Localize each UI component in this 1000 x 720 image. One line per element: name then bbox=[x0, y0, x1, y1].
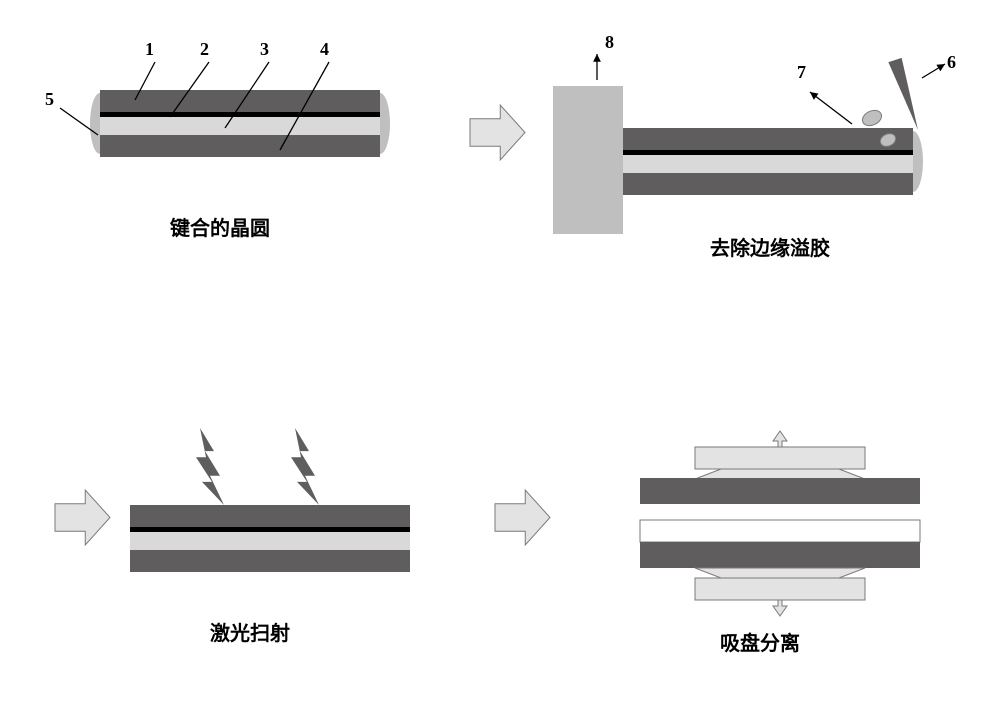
wafer-layer-2 bbox=[100, 117, 380, 135]
edge-chuck bbox=[553, 86, 623, 234]
callout-label: 5 bbox=[45, 89, 54, 109]
wafer-layer-2 bbox=[585, 155, 913, 173]
chuck-body-bot bbox=[695, 578, 865, 600]
leader-line bbox=[922, 64, 945, 78]
bottom-wafer-bar bbox=[640, 542, 920, 568]
chuck-arrow-up bbox=[773, 431, 787, 447]
callout-label: 6 bbox=[947, 52, 956, 72]
gap-bar bbox=[640, 520, 920, 542]
wafer-layer-0 bbox=[585, 128, 913, 150]
top-wafer-bar bbox=[640, 478, 920, 504]
panel-caption: 去除边缘溢胶 bbox=[710, 236, 830, 260]
callout-label: 3 bbox=[260, 39, 269, 59]
step-arrow bbox=[470, 105, 525, 160]
callout-label: 1 bbox=[145, 39, 154, 59]
step-arrow bbox=[55, 490, 110, 545]
panel-caption: 激光扫射 bbox=[210, 621, 290, 645]
chuck-arrow-down bbox=[773, 600, 787, 616]
laser-bolt-1 bbox=[291, 428, 319, 505]
step-arrow bbox=[495, 490, 550, 545]
callout-label: 2 bbox=[200, 39, 209, 59]
knife-tool bbox=[888, 58, 918, 130]
wafer-layer-2 bbox=[130, 532, 410, 550]
wafer-layer-3 bbox=[100, 135, 380, 157]
wafer-layer-1 bbox=[130, 527, 410, 532]
wafer-layer-1 bbox=[100, 112, 380, 117]
debris-particle-0 bbox=[860, 107, 884, 128]
panel-caption: 键合的晶圆 bbox=[170, 216, 270, 240]
diagram-canvas: 5 1 2 3 4 键合的晶圆 8 7 6 去除边缘溢胶激光扫射 吸盘分离 bbox=[0, 0, 1000, 715]
chuck-trap-top bbox=[695, 469, 865, 479]
callout-label: 4 bbox=[320, 39, 329, 59]
wafer-layer-1 bbox=[585, 150, 913, 155]
laser-bolt-0 bbox=[196, 428, 224, 505]
wafer-layer-3 bbox=[130, 550, 410, 572]
leader-line bbox=[810, 92, 852, 124]
wafer-layer-0 bbox=[100, 90, 380, 112]
wafer-layer-3 bbox=[585, 173, 913, 195]
chuck-body-top bbox=[695, 447, 865, 469]
diagram-svg: 5 1 2 3 4 键合的晶圆 8 7 6 去除边缘溢胶激光扫射 吸盘分离 bbox=[0, 0, 1000, 715]
panel-caption: 吸盘分离 bbox=[720, 631, 800, 655]
callout-label: 7 bbox=[797, 62, 806, 82]
callout-label: 8 bbox=[605, 32, 614, 52]
wafer-layer-0 bbox=[130, 505, 410, 527]
chuck-trap-bot bbox=[695, 568, 865, 578]
